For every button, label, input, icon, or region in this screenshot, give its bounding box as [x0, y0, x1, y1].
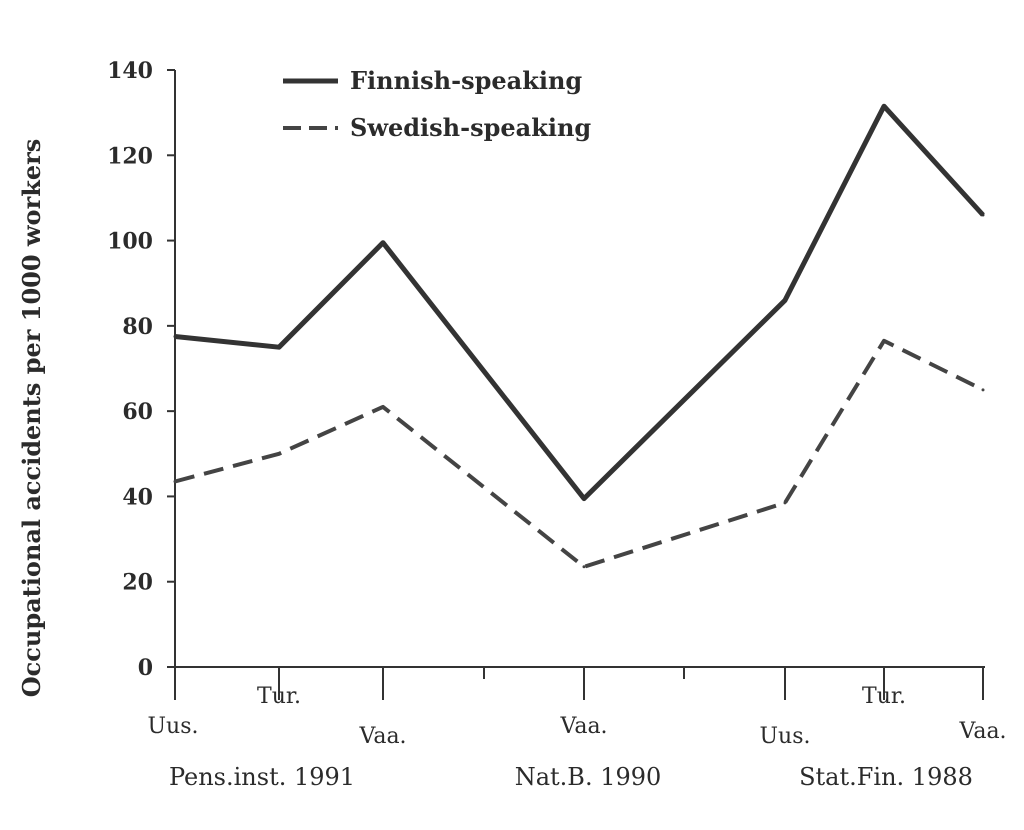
data-point — [582, 565, 586, 569]
x-group-label: Stat.Fin. 1988 — [799, 763, 973, 791]
legend-label: Swedish-speaking — [350, 113, 591, 142]
y-tick-label: 60 — [122, 399, 153, 425]
data-point — [981, 213, 985, 217]
y-tick-label: 80 — [122, 314, 153, 340]
data-point — [381, 405, 385, 409]
y-tick-label: 40 — [122, 484, 153, 510]
x-tick-label: Vaa. — [358, 724, 406, 749]
data-point — [882, 104, 886, 108]
data-point — [981, 388, 985, 392]
axes — [174, 70, 985, 668]
y-tick-label: 20 — [122, 570, 153, 596]
x-group-label: Nat.B. 1990 — [515, 763, 662, 791]
y-axis-label: Occupational accidents per 1000 workers — [17, 139, 46, 698]
x-tick-label: Vaa. — [559, 714, 607, 739]
y-ticks: 0 20 40 60 80 100 120 140 — [107, 58, 175, 681]
y-tick-label: 100 — [107, 229, 153, 255]
series-line-finnish — [174, 103, 985, 502]
data-point — [173, 480, 177, 484]
data-point — [882, 339, 886, 343]
y-tick-label: 140 — [107, 58, 153, 84]
data-point — [173, 335, 177, 339]
x-group-label: Pens.inst. 1991 — [169, 763, 355, 791]
legend: Finnish-speaking Swedish-speaking — [283, 66, 591, 142]
data-point — [582, 497, 586, 501]
y-tick-label: 120 — [107, 143, 153, 169]
x-tick-label: Uus. — [148, 714, 199, 739]
data-point — [783, 501, 787, 505]
data-point — [277, 345, 281, 349]
data-point — [381, 241, 385, 245]
x-tick-label: Tur. — [257, 684, 301, 709]
series-line-swedish — [174, 338, 984, 569]
x-ticks: Uus.Tur.Vaa. Vaa. Uus.Tur.Vaa.Pens.inst. 1… — [148, 667, 1007, 791]
data-point — [783, 298, 787, 302]
x-tick-label: Uus. — [760, 724, 811, 749]
x-tick-label: Tur. — [862, 684, 906, 709]
data-point — [277, 452, 281, 456]
series-lines — [173, 103, 985, 569]
x-tick-label: Vaa. — [958, 719, 1006, 744]
y-tick-label: 0 — [138, 655, 153, 681]
legend-label: Finnish-speaking — [350, 66, 582, 95]
